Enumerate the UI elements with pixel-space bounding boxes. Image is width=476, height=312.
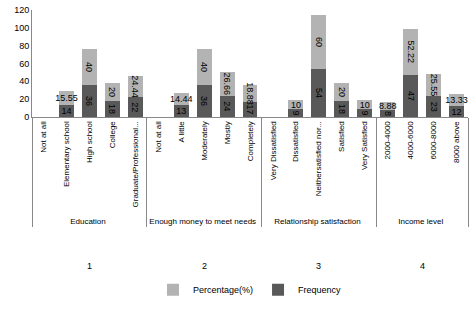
svg-text:60: 60 <box>314 37 324 47</box>
svg-text:52.22: 52.22 <box>406 41 416 64</box>
svg-text:40: 40 <box>19 76 29 86</box>
svg-text:Very Satisfied: Very Satisfied <box>360 121 369 170</box>
svg-text:Enough money to meet needs: Enough money to meet needs <box>149 217 256 226</box>
svg-text:4000-6000: 4000-6000 <box>406 121 415 160</box>
svg-text:36: 36 <box>84 96 94 106</box>
svg-text:Mostly: Mostly <box>223 121 232 144</box>
svg-text:High school: High school <box>85 121 94 163</box>
svg-text:23: 23 <box>429 102 439 112</box>
svg-text:22: 22 <box>130 102 140 112</box>
svg-text:Not at all: Not at all <box>39 121 48 153</box>
svg-text:26.66: 26.66 <box>222 72 232 95</box>
svg-text:24: 24 <box>222 101 232 111</box>
svg-text:Relationship satisfaction: Relationship satisfaction <box>274 217 360 226</box>
svg-text:1: 1 <box>87 261 92 271</box>
svg-text:2: 2 <box>202 261 207 271</box>
svg-text:8.88: 8.88 <box>379 101 397 111</box>
svg-text:15.55: 15.55 <box>55 93 78 103</box>
svg-text:10: 10 <box>360 100 370 110</box>
svg-text:18.88: 18.88 <box>245 82 255 105</box>
svg-text:80: 80 <box>19 41 29 51</box>
svg-text:0: 0 <box>24 112 29 122</box>
svg-text:24.44: 24.44 <box>130 75 140 98</box>
svg-text:47: 47 <box>406 91 416 101</box>
svg-text:40: 40 <box>199 62 209 72</box>
svg-text:10: 10 <box>291 100 301 110</box>
svg-text:18: 18 <box>107 104 117 114</box>
svg-text:College: College <box>108 121 117 149</box>
svg-text:Neithersatisfied nor...: Neithersatisfied nor... <box>314 121 323 196</box>
svg-text:20: 20 <box>337 87 347 97</box>
svg-text:A little: A little <box>177 121 186 143</box>
svg-text:14.44: 14.44 <box>170 94 193 104</box>
svg-text:9: 9 <box>291 110 301 115</box>
svg-text:8000 above: 8000 above <box>452 121 461 163</box>
svg-text:Income level: Income level <box>398 217 443 226</box>
svg-text:8: 8 <box>383 111 393 116</box>
svg-text:13: 13 <box>176 106 186 116</box>
svg-text:12: 12 <box>452 107 462 117</box>
svg-text:Dissatisfied: Dissatisfied <box>291 121 300 162</box>
svg-text:14: 14 <box>61 106 71 116</box>
svg-text:18: 18 <box>337 104 347 114</box>
svg-text:40: 40 <box>84 62 94 72</box>
svg-text:Elementary school: Elementary school <box>62 121 71 187</box>
svg-text:9: 9 <box>360 110 370 115</box>
svg-text:17: 17 <box>245 104 255 114</box>
svg-text:60: 60 <box>19 59 29 69</box>
svg-text:Education: Education <box>70 217 106 226</box>
svg-text:6000-8000: 6000-8000 <box>429 121 438 160</box>
svg-text:54: 54 <box>314 88 324 98</box>
svg-text:2000-4000: 2000-4000 <box>383 121 392 160</box>
svg-text:36: 36 <box>199 96 209 106</box>
svg-text:Percentage(%): Percentage(%) <box>193 285 253 295</box>
svg-text:Frequency: Frequency <box>298 285 341 295</box>
svg-text:Satisfied: Satisfied <box>337 121 346 152</box>
svg-text:20: 20 <box>107 87 117 97</box>
svg-text:120: 120 <box>14 5 29 15</box>
svg-text:25.55: 25.55 <box>429 74 439 97</box>
svg-text:Not at all: Not at all <box>154 121 163 153</box>
svg-text:100: 100 <box>14 23 29 33</box>
svg-text:Graduate/Professional...: Graduate/Professional... <box>131 121 140 207</box>
svg-text:13.33: 13.33 <box>445 95 468 105</box>
svg-text:Very Dissatisfied: Very Dissatisfied <box>269 121 278 180</box>
svg-text:Completely: Completely <box>246 121 255 161</box>
svg-text:20: 20 <box>19 94 29 104</box>
svg-text:3: 3 <box>316 261 321 271</box>
svg-text:Moderately: Moderately <box>200 121 209 161</box>
svg-text:4: 4 <box>420 261 425 271</box>
